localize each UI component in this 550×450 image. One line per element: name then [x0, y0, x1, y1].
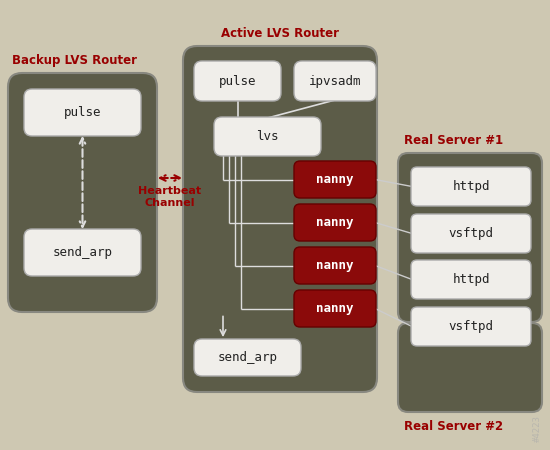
- FancyBboxPatch shape: [398, 323, 542, 412]
- Text: vsftpd: vsftpd: [448, 320, 493, 333]
- Text: nanny: nanny: [316, 216, 354, 229]
- Text: #4223: #4223: [533, 415, 542, 442]
- Text: send_arp: send_arp: [217, 351, 278, 364]
- FancyBboxPatch shape: [411, 260, 531, 299]
- FancyBboxPatch shape: [194, 339, 301, 376]
- FancyBboxPatch shape: [411, 307, 531, 346]
- FancyBboxPatch shape: [294, 204, 376, 241]
- Text: httpd: httpd: [452, 180, 490, 193]
- FancyBboxPatch shape: [411, 167, 531, 206]
- FancyBboxPatch shape: [294, 61, 376, 101]
- FancyBboxPatch shape: [183, 46, 377, 392]
- Text: pulse: pulse: [219, 75, 256, 87]
- Text: Backup LVS Router: Backup LVS Router: [12, 54, 137, 67]
- Text: Real Server #2: Real Server #2: [404, 420, 503, 433]
- Text: nanny: nanny: [316, 302, 354, 315]
- FancyBboxPatch shape: [411, 214, 531, 253]
- FancyBboxPatch shape: [398, 153, 542, 322]
- FancyBboxPatch shape: [24, 89, 141, 136]
- Text: send_arp: send_arp: [52, 246, 113, 259]
- Text: lvs: lvs: [256, 130, 279, 143]
- Text: Heartbeat
Channel: Heartbeat Channel: [139, 186, 201, 207]
- FancyBboxPatch shape: [24, 229, 141, 276]
- Text: ipvsadm: ipvsadm: [309, 75, 361, 87]
- Text: httpd: httpd: [452, 273, 490, 286]
- Text: vsftpd: vsftpd: [448, 227, 493, 240]
- Text: nanny: nanny: [316, 259, 354, 272]
- Text: nanny: nanny: [316, 173, 354, 186]
- FancyBboxPatch shape: [8, 73, 157, 312]
- Text: Active LVS Router: Active LVS Router: [221, 27, 339, 40]
- FancyBboxPatch shape: [294, 247, 376, 284]
- FancyBboxPatch shape: [294, 161, 376, 198]
- Text: pulse: pulse: [64, 106, 101, 119]
- FancyBboxPatch shape: [214, 117, 321, 156]
- FancyBboxPatch shape: [294, 290, 376, 327]
- FancyBboxPatch shape: [194, 61, 281, 101]
- Text: Real Server #1: Real Server #1: [404, 134, 503, 147]
